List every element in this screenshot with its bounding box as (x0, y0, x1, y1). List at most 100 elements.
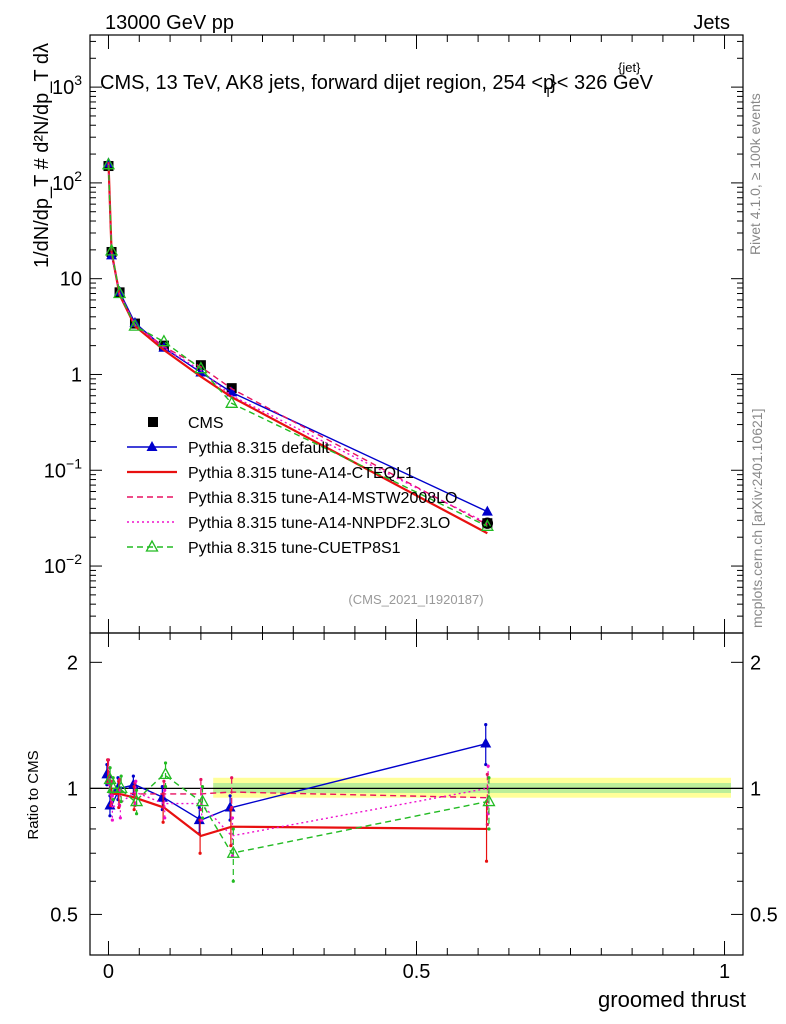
ratio-errorbar-cap (228, 794, 232, 798)
ratio-series-marker (480, 737, 492, 748)
ratio-errorbar-cap (229, 844, 233, 848)
ratio-errorbar-cap (111, 798, 115, 802)
rivet-label: Rivet 4.1.0, ≥ 100k events (747, 93, 763, 255)
y-axis-label-ratio-text: Ratio to CMS (25, 750, 42, 839)
ratio-series-marker (114, 781, 128, 794)
main-series-marker (104, 243, 119, 256)
axis-ticks (90, 35, 743, 955)
legend-marker (145, 539, 159, 552)
cms-last-point-ring (481, 517, 494, 529)
ratio-errorbar-cap (231, 879, 235, 883)
ratio-y-tick-label-right: 0.5 (750, 904, 778, 926)
ratio-errorbar-cap (163, 761, 168, 765)
main-y-tick-label-exp: 3 (74, 72, 82, 88)
ratio-band (213, 777, 732, 798)
legend-label: Pythia 8.315 tune-A14-NNPDF2.3LO (188, 515, 450, 532)
main-y-tick-label: 10−2 (44, 551, 82, 578)
legend-label: CMS (188, 415, 224, 432)
y-axis-label-ratio: Ratio to CMS (25, 750, 42, 839)
mcplots-label-text: mcplots.cern.ch [arXiv:2401.10621] (749, 409, 765, 628)
ratio-y-tick-label: 2 (67, 652, 78, 674)
ratio-errorbar-cap (163, 788, 167, 792)
ratio-errorbar-cap (160, 784, 164, 789)
ratio-errorbar-cap (163, 784, 168, 789)
main-y-tick-label-base: 1 (71, 364, 82, 386)
ratio-series-marker (106, 781, 120, 794)
ratio-series-marker (226, 845, 240, 858)
ratio-errorbar-cap (118, 816, 122, 820)
ratio-errorbar-cap (484, 762, 488, 767)
ratio-errorbar-cap (231, 827, 235, 831)
ratio-errorbar-cap (484, 859, 489, 863)
main-series-marker (194, 361, 208, 374)
ratio-y-tick-label: 0.5 (50, 904, 78, 926)
ratio-errorbar-cap (198, 851, 202, 855)
x-tick-label: 0 (103, 961, 114, 983)
ratio-errorbar-cap (230, 805, 234, 810)
ratio-errorbar-cap (485, 772, 489, 776)
category-label: Jets (693, 12, 730, 34)
main-series-line (107, 162, 488, 526)
ratio-errorbar-cap (132, 807, 136, 812)
main-series-group (101, 157, 494, 535)
ratio-errorbar-cap (200, 816, 205, 820)
ratio-errorbar-cap (119, 774, 123, 778)
main-y-tick-label-base: 10 (52, 173, 74, 195)
ratio-series-marker (482, 794, 496, 807)
main-y-tick-label-base: 10 (44, 556, 66, 578)
main-y-tick-label: 10−1 (44, 455, 82, 482)
ratio-errorbar-cap (484, 723, 488, 727)
rivet-label-text: Rivet 4.1.0, ≥ 100k events (747, 93, 763, 255)
main-series-marker (112, 286, 127, 299)
ratio-errorbar-cap (117, 777, 122, 782)
y-axis-label-main: 1/dN/dp_T # d²N/dp_T dλ (31, 43, 53, 268)
y-axis-label-main-text: 1/dN/dp_T # d²N/dp_T dλ (31, 43, 53, 268)
ratio-errorbar-cap (109, 779, 114, 783)
main-series-line (107, 164, 488, 527)
cms-data-point (195, 360, 206, 371)
main-y-tick-label-base: 10 (52, 77, 74, 99)
ratio-series-marker (158, 767, 173, 780)
ratio-errorbar-cap (110, 794, 114, 798)
main-y-tick-label-exp: −1 (66, 455, 82, 471)
ratio-y-tick-label: 1 (67, 778, 78, 800)
ratio-errorbar-cap (230, 776, 234, 780)
main-series-marker (481, 505, 493, 516)
chart-title-sub: T (544, 85, 552, 100)
ratio-errorbar-cap (134, 779, 138, 783)
main-series-marker (480, 518, 494, 531)
ratio-errorbar-cap (108, 814, 112, 818)
ratio-series-line (107, 770, 488, 838)
mcplots-label: mcplots.cern.ch [arXiv:2401.10621] (749, 409, 765, 628)
ratio-series-marker (224, 801, 236, 812)
legend-label: Pythia 8.315 default (188, 440, 330, 457)
chart-title-sup: {jet} (618, 60, 641, 75)
main-series-marker (101, 157, 116, 170)
legend-marker-cms (148, 417, 158, 427)
ratio-series-line (107, 779, 488, 837)
ratio-errorbar-cap (200, 784, 205, 789)
analysis-tag: (CMS_2021_I1920187) (348, 592, 483, 607)
legend-label: Pythia 8.315 tune-A14-CTEQL1 (188, 465, 414, 482)
main-y-tick-label-exp: −2 (66, 551, 82, 567)
ratio-errorbar-cap (161, 820, 165, 824)
ratio-errorbar-cap (162, 779, 166, 783)
main-y-tick-label: 10 (60, 269, 82, 291)
x-tick-label: 0.5 (403, 961, 431, 983)
x-axis-label: groomed thrust (598, 987, 746, 1012)
ratio-series-marker (129, 794, 144, 807)
main-series-marker (226, 386, 238, 397)
ratio-series-group (101, 723, 496, 883)
ratio-errorbar-cap (134, 812, 139, 816)
chart-title: CMS, 13 TeV, AK8 jets, forward dijet reg… (100, 72, 654, 100)
main-y-tick-label: 1 (71, 364, 82, 386)
ratio-series-marker (195, 794, 210, 807)
main-y-tick-label-base: 10 (60, 269, 82, 291)
main-y-tick-label-exp: 2 (74, 168, 82, 184)
ratio-errorbar-cap (110, 818, 114, 822)
main-series-marker (225, 395, 239, 408)
ratio-errorbar-cap (134, 788, 139, 792)
legend-marker (146, 441, 158, 451)
